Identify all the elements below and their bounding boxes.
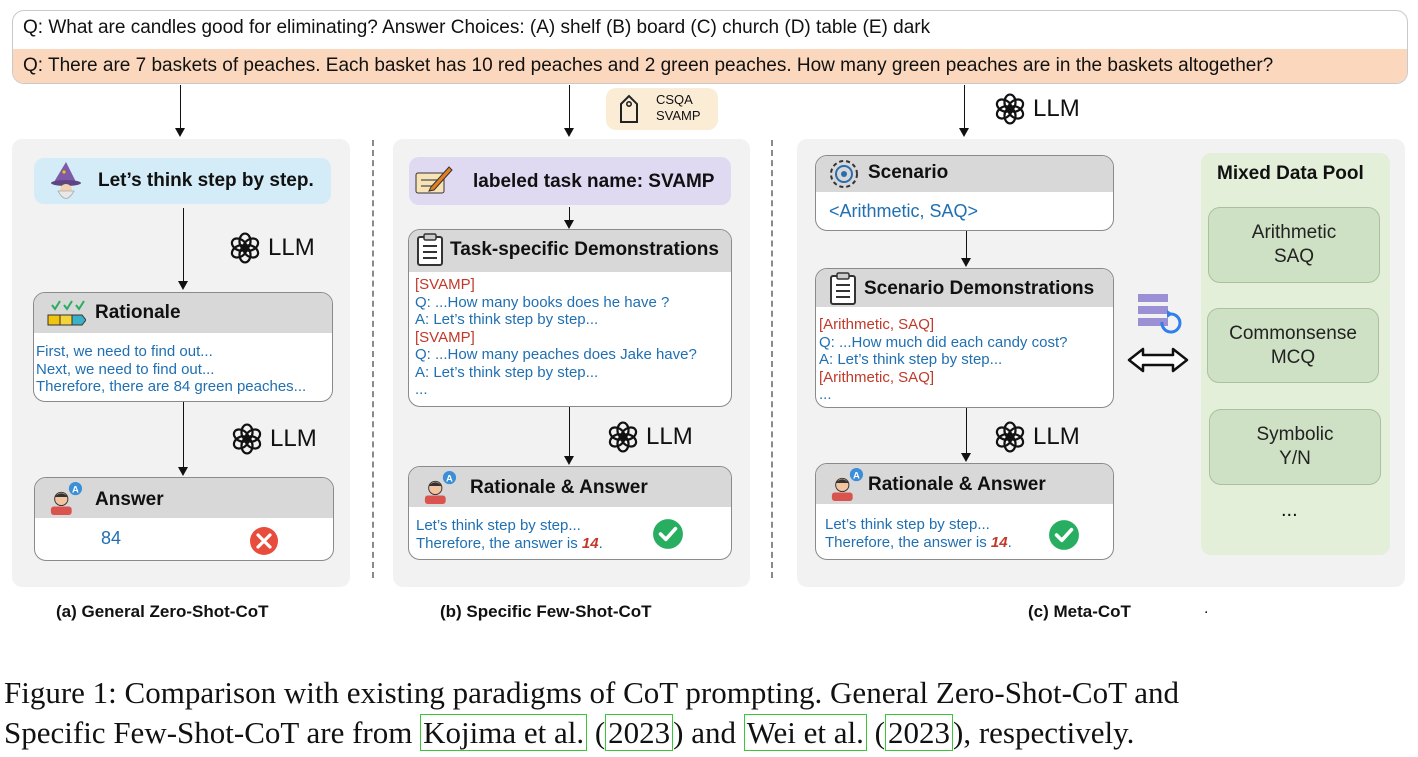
database-refresh-icon [1138,294,1182,334]
question-2: Q: There are 7 baskets of peaches. Each … [23,55,1274,76]
question-2-highlight: Q: There are 7 baskets of peaches. Each … [13,49,1407,83]
stray-dot: . [1204,600,1209,617]
scenario-demo-card: Scenario Demonstrations [Arithmetic, SAQ… [815,268,1114,408]
check-circle-icon [1049,520,1079,550]
tag-line-2: SVAMP [656,108,701,123]
gear-icon [830,160,858,188]
openai-logo-icon [993,420,1027,454]
openai-logo-icon [230,422,264,456]
llm-label-c-top: LLM [993,92,1080,126]
tag-icon [620,94,638,123]
separator-2 [771,140,773,578]
openai-logo-icon [606,420,640,454]
answer-title-b: Rationale & Answer [470,477,648,498]
caption-b: (b) Specific Few-Shot-CoT [440,602,652,621]
cross-circle-icon [250,527,278,555]
dataset-tag: CSQA SVAMP [606,88,718,130]
arrow-to-panel-b [564,85,574,137]
answer-lines-b: Let’s think step by step... Therefore, t… [416,517,603,552]
arrow-c-2 [961,408,971,462]
pool-item: Commonsense MCQ [1207,308,1379,383]
answer-card-a: Answer 84 [34,477,334,561]
llm-label-c: LLM [993,420,1080,454]
zero-shot-prompt: Let’s think step by step. [98,170,314,191]
double-arrow-icon [1127,347,1189,373]
rationale-title-a: Rationale [95,302,181,323]
demo-card-b: Task-specific Demonstrations [SVAMP] Q: … [408,229,732,407]
clipboard-icon [828,272,858,306]
separator-1 [372,140,374,578]
clipboard-icon [415,233,445,267]
arrow-b-2 [564,407,574,465]
task-label: labeled task name: SVAMP [473,171,715,192]
pencil-paper-icon [415,166,453,194]
citation-year-link[interactable]: 2023 [605,714,674,751]
answer-card-c: Rationale & Answer Let’s think step by s… [815,463,1114,560]
citation-link[interactable]: Wei et al. [743,714,867,751]
pool-more: ... [1281,499,1298,521]
caption-a: (a) General Zero-Shot-CoT [56,602,269,621]
answer-lines-c: Let’s think step by step... Therefore, t… [825,516,1012,551]
answer-value-a: 84 [101,528,122,548]
person-answer-icon [828,467,866,501]
check-circle-icon [653,519,683,549]
answer-title-a: Answer [95,489,164,510]
zero-shot-prompt-box: Let’s think step by step. [34,158,331,204]
figure-caption-line-2: Specific Few-Shot-CoT are from Kojima et… [4,714,1135,751]
pool-item: Symbolic Y/N [1209,409,1381,485]
arrow-a-2 [178,402,188,476]
llm-label-b: LLM [606,420,693,454]
checklist-icon [47,300,86,326]
scenario-title: Scenario [868,162,949,183]
openai-logo-icon [993,92,1027,126]
answer-title-c: Rationale & Answer [868,474,1046,495]
scenario-value: <Arithmetic, SAQ> [829,201,979,221]
pool-title: Mixed Data Pool [1217,163,1364,184]
arrow-b-1 [564,207,574,229]
scenario-demo-title: Scenario Demonstrations [864,278,1095,299]
rationale-card-a: Rationale First, we need to find out... … [33,292,333,402]
arrow-a-1 [178,208,188,290]
arrow-to-panel-c [959,85,969,137]
person-answer-icon [47,481,85,515]
answer-card-b: Rationale & Answer Let’s think step by s… [408,466,732,560]
pool-item: Arithmetic SAQ [1208,207,1380,283]
scenario-demo-lines: [Arithmetic, SAQ] Q: ...How much did eac… [819,316,1068,403]
citation-link[interactable]: Kojima et al. [420,714,588,751]
rationale-lines-a: First, we need to find out... Next, we n… [36,343,307,395]
arrow-to-panel-a [175,85,185,137]
openai-logo-icon [228,231,262,265]
llm-label-a-1: LLM [228,231,315,265]
demo-title-b: Task-specific Demonstrations [450,239,719,260]
question-box: Q: What are candles good for eliminating… [12,10,1408,84]
arrow-c-1 [961,231,971,267]
task-label-box: labeled task name: SVAMP [409,157,731,205]
llm-label-a-2: LLM [230,422,317,456]
figure-caption-line-1: Figure 1: Comparison with existing parad… [4,675,1179,710]
citation-year-link[interactable]: 2023 [885,714,953,751]
tag-line-1: CSQA [656,92,693,107]
question-1: Q: What are candles good for eliminating… [23,17,931,38]
person-answer-icon [421,470,459,504]
mixed-data-pool: Mixed Data Pool Arithmetic SAQ Commonsen… [1201,153,1390,555]
caption-c: (c) Meta-CoT [1028,602,1131,621]
scenario-card: Scenario <Arithmetic, SAQ> [815,155,1114,231]
wizard-icon [51,162,81,199]
demo-lines-b: [SVAMP] Q: ...How many books does he hav… [415,276,697,398]
